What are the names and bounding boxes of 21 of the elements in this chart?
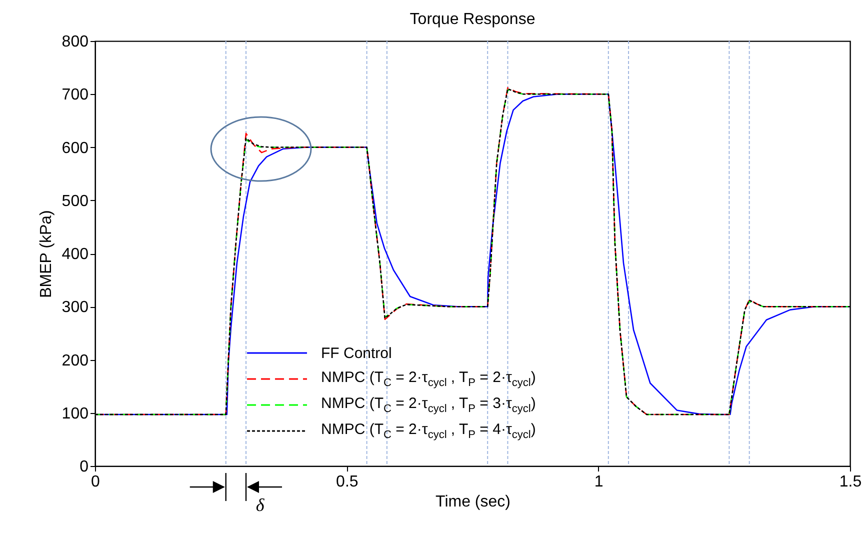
text: NMPC (T$_{C}$ = 2·τ$_{cycl}$ , T$_{P}$ = 4·τ$_{cycl}$) [321,421,536,441]
legend-label: FF Control [321,344,392,362]
x-axis-title: Time (sec) [436,494,510,510]
chart-title: Torque Response [410,11,536,28]
y-tick-label: 700 [62,86,89,104]
y-tick-label: 800 [62,34,89,50]
y-tick-label: 600 [62,140,89,157]
y-tick-label: 0 [80,458,89,476]
y-tick-label: 500 [62,192,89,210]
x-tick-label: 1 [594,474,604,490]
y-tick-label: 100 [62,405,89,422]
y-tick-label: 400 [62,246,89,263]
text: δ [256,495,265,515]
y-tick-label: 300 [62,299,89,316]
y-axis-title: BMEP (kPa) [38,210,55,298]
text: NMPC (T$_{C}$ = 2·τ$_{cycl}$ , T$_{P}$ = 3·τ$_{cycl}$) [321,395,536,415]
x-tick-label: 0 [91,474,100,490]
x-tick-label: 0.5 [336,474,358,490]
text: NMPC (T$_{C}$ = 2·τ$_{cycl}$ , T$_{P}$ = 2·τ$_{cycl}$) [321,369,536,389]
x-tick-label: 1.5 [839,474,862,490]
y-tick-label: 200 [62,352,89,370]
